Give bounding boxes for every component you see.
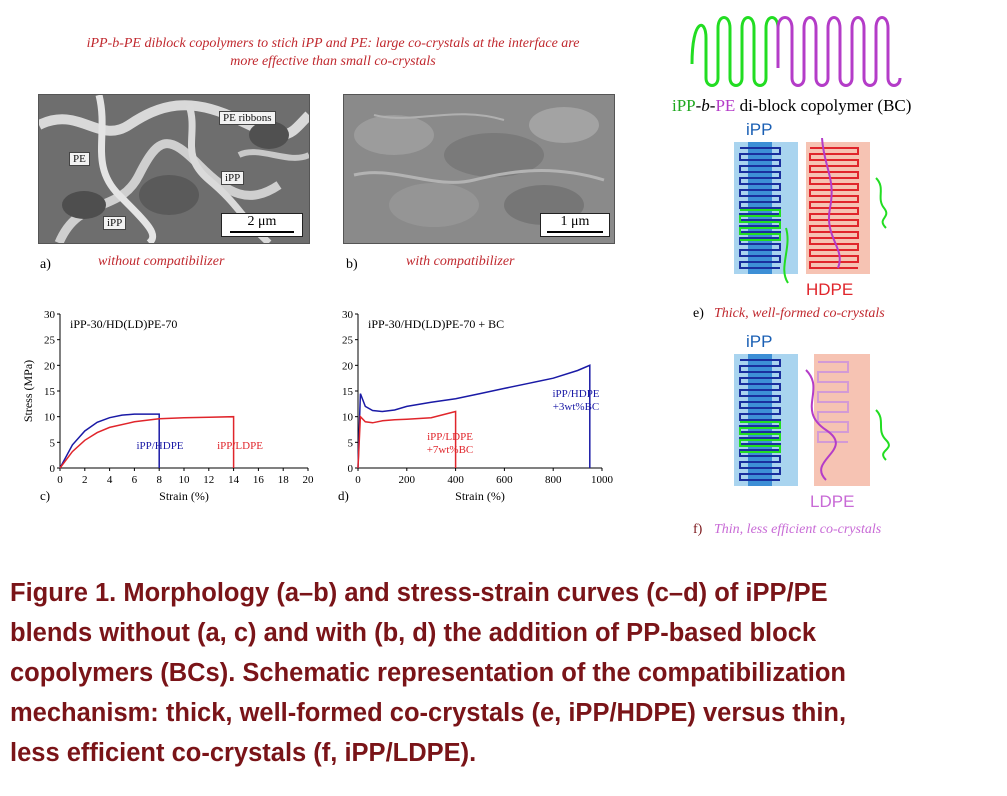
series-line-0 [357,364,591,469]
chart-title: iPP-30/HD(LD)PE-70 [70,317,177,331]
y-tick-label: 5 [348,437,354,449]
y-axis-label: Stress (MPa) [21,360,35,422]
chart-c: 0 5 10 15 20 25 30 0 2 4 6 8 10 12 14 16 18 20 Strain (%) S… [21,309,315,503]
x-tick-label: 800 [545,474,562,486]
series-line-1 [357,410,457,469]
y-tick-label: 15 [44,386,56,398]
x-tick-label: 0 [57,474,63,486]
scale-text-b: 1 μm [560,214,590,229]
series-annotation: iPP/HDPE [136,440,183,452]
sem-image-a: PE ribbons PE iPP iPP 2 μm [38,94,310,244]
x-tick-label: 400 [447,474,464,486]
caption-line-3: copolymers (BCs). Schematic representati… [10,659,846,687]
x-axis-label: Strain (%) [159,489,209,503]
sem-texture-b [344,95,614,243]
title-pe: PE [715,96,736,115]
x-tick-label: 2 [82,474,88,486]
panel-label: c) [40,488,50,503]
x-tick-label: 600 [496,474,513,486]
e-lamellae [734,138,888,284]
y-tick-label: 10 [342,412,354,424]
series-annotation: iPP/LDPE [427,431,473,443]
caption-b: with compatibilizer [406,254,515,269]
x-tick-label: 16 [253,474,265,486]
figure-caption: Figure 1. Morphology (a–b) and stress-st… [10,573,1000,773]
title-ipp: iPP [672,96,696,115]
chart-d: 0 5 10 15 20 25 30 0 200 400 600 800 1000 Strain (%) i… [338,309,614,503]
e-hdpe-label: HDPE [806,280,854,299]
caption-line-5: less efficient co-crystals (f, iPP/LDPE)… [10,739,477,767]
x-axis-label: Strain (%) [455,489,505,503]
y-tick-label: 20 [44,360,56,372]
schematic-title: iPP-b-PE di-block copolymer (BC) [672,96,911,116]
f-ipp-label: iPP [746,332,773,351]
y-tick-label: 30 [44,309,56,321]
chart-title: iPP-30/HD(LD)PE-70 + BC [368,317,504,331]
y-tick-label: 30 [342,309,354,321]
panel-label-e: e) [693,306,704,321]
y-tick-label: 10 [44,412,56,424]
scale-text-a: 2 μm [247,214,277,229]
series-annotation: +3wt%BC [553,401,600,413]
header-line-2: more effective than small co-crystals [230,54,436,69]
header-line-1: iPP-b-PE diblock copolymers to stich iPP… [86,36,580,51]
caption-f: Thin, less efficient co-crystals [714,522,882,537]
y-tick-label: 25 [342,335,354,347]
x-tick-label: 4 [107,474,113,486]
series-line-0 [59,413,160,469]
sem-image-b: 1 μm [343,94,615,244]
y-tick-label: 0 [50,463,56,475]
e-ipp-label: iPP [746,120,773,139]
panel-label-b: b) [346,257,358,272]
schematic-e: iPP HDPE [726,120,916,310]
scale-line-a [230,231,294,233]
label-ipp-2: iPP [103,216,127,230]
f-lamellae [734,354,890,486]
x-tick-label: 14 [228,474,240,486]
panel-label-f: f) [693,522,703,537]
x-tick-label: 0 [355,474,361,486]
x-tick-label: 12 [203,474,214,486]
x-tick-label: 10 [179,474,191,486]
series-annotation: iPP/LDPE [217,440,263,452]
series-line-1 [59,415,235,469]
x-tick-label: 20 [303,474,315,486]
caption-line-1: Figure 1. Morphology (a–b) and stress-st… [10,579,828,607]
series-annotation: +7wt%BC [427,444,474,456]
title-rest: di-block copolymer (BC) [735,96,912,115]
copolymer-chain-graphic [690,16,902,87]
label-pe-ribbons: PE ribbons [219,111,276,125]
caption-line-2: blends without (a, c) and with (b, d) th… [10,619,817,647]
y-tick-label: 0 [348,463,354,475]
green-block-path [690,16,780,87]
purple-block-path [776,16,902,87]
y-tick-label: 15 [342,386,354,398]
title-b: -b- [695,96,716,115]
caption-a: without compatibilizer [98,254,225,269]
scale-bar-a: 2 μm [221,213,303,237]
x-tick-label: 200 [399,474,416,486]
panel-label: d) [338,488,349,503]
x-tick-label: 8 [156,474,162,486]
caption-line-4: mechanism: thick, well-formed co-crystal… [10,699,847,727]
y-tick-label: 20 [342,360,354,372]
scale-line-b [547,231,603,233]
y-tick-label: 25 [44,335,56,347]
series-annotation: iPP/HDPE [552,388,599,400]
x-tick-label: 18 [278,474,290,486]
caption-e: Thick, well-formed co-crystals [714,306,885,321]
x-tick-label: 6 [132,474,138,486]
y-tick-label: 5 [50,437,56,449]
x-tick-label: 1000 [591,474,614,486]
label-pe: PE [69,152,90,166]
panel-label-a: a) [40,257,51,272]
label-ipp-1: iPP [221,171,245,185]
f-ldpe-label: LDPE [810,492,855,511]
scale-bar-b: 1 μm [540,213,610,237]
schematic-f: iPP LDPE [726,332,916,522]
